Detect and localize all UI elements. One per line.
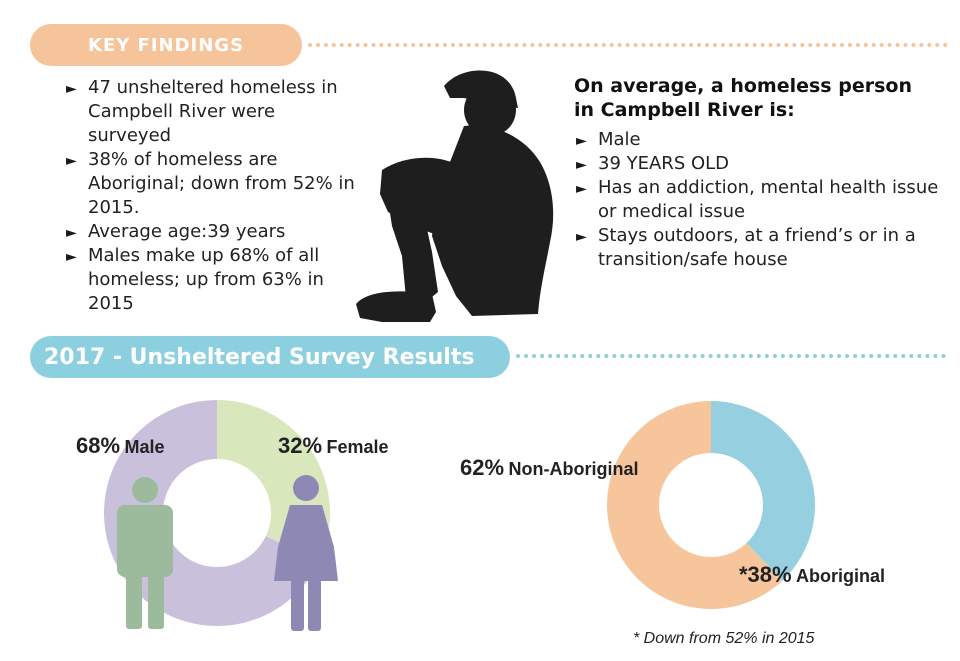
female-percent: 32% [278,433,323,458]
footnote: * Down from 52% in 2015 [633,630,815,647]
arrow-bullet-icon: ► [66,225,77,241]
aboriginal-category: Aboriginal [796,566,886,586]
donut-slice-aboriginal [711,401,815,581]
aboriginal-slice-label: *38% Aboriginal [739,562,885,588]
male-slice-label: 68% Male [76,433,165,459]
female-figure-icon [274,475,338,631]
finding-item: ► 47 unsheltered homeless in Campbell Riv… [66,76,356,148]
non-aboriginal-category: Non-Aboriginal [508,459,639,479]
profile-item: ► 39 YEARS OLD [576,152,946,176]
average-profile-title: On average, a homeless person in Campbel… [574,75,912,121]
female-slice-label: 32% Female [278,433,389,459]
finding-item: ► Average age:39 years [66,220,356,244]
arrow-bullet-icon: ► [576,181,587,197]
finding-text: Males make up 68% of all homeless; up fr… [88,245,324,314]
profile-text: 39 YEARS OLD [598,153,730,174]
homeless-person-silhouette-icon [356,70,554,322]
profile-text: Male [598,129,641,150]
profile-text: Has an addiction, mental health issue or… [598,177,939,222]
finding-item: ► 38% of homeless are Aboriginal; down fr… [66,148,356,220]
male-percent: 68% [76,433,121,458]
male-category: Male [124,437,165,457]
arrow-bullet-icon: ► [66,81,77,97]
arrow-bullet-icon: ► [66,153,77,169]
non-aboriginal-percent: 62% [460,455,505,480]
donut-slice-non-aboriginal [607,401,783,609]
arrow-bullet-icon: ► [576,157,587,173]
key-findings-dotted-divider [308,43,948,47]
key-findings-list: ► 47 unsheltered homeless in Campbell Riv… [66,76,356,316]
finding-text: 47 unsheltered homeless in Campbell Rive… [88,77,338,146]
survey-results-dotted-divider [516,354,946,358]
arrow-bullet-icon: ► [576,229,587,245]
aboriginal-donut-chart [607,401,815,609]
profile-item: ► Stays outdoors, at a friend’s or in a t… [576,224,946,272]
arrow-bullet-icon: ► [66,249,77,265]
gender-donut-chart [104,400,338,631]
arrow-bullet-icon: ► [576,133,587,149]
non-aboriginal-slice-label: 62% Non-Aboriginal [460,455,638,481]
key-findings-header: KEY FINDINGS [30,24,302,66]
profile-text: Stays outdoors, at a friend’s or in a tr… [598,225,916,270]
female-category: Female [326,437,389,457]
finding-text: Average age:39 years [88,221,286,242]
finding-text: 38% of homeless are Aboriginal; down fro… [88,149,355,218]
survey-results-header: 2017 - Unsheltered Survey Results [30,336,510,378]
profile-item: ► Has an addiction, mental health issue o… [576,176,946,224]
average-profile-list: ► Male ► 39 YEARS OLD ► Has an addiction, m… [576,128,946,272]
profile-item: ► Male [576,128,946,152]
finding-item: ► Males make up 68% of all homeless; up f… [66,244,356,316]
male-figure-icon [117,477,173,629]
aboriginal-percent: *38% [739,562,792,587]
